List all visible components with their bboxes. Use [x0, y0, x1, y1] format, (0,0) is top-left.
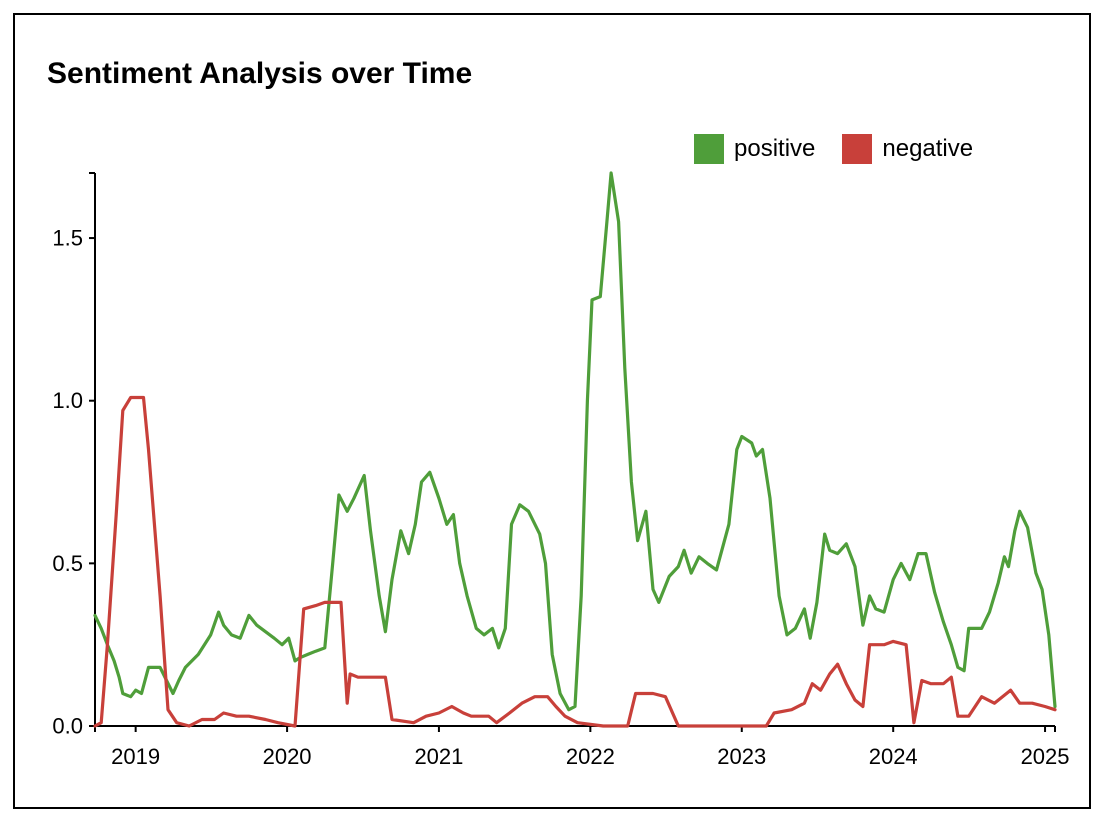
legend-swatch-negative	[842, 134, 873, 164]
x-tick-label: 2025	[1021, 744, 1070, 769]
legend-item-positive: positive	[694, 134, 815, 164]
chart-frame	[13, 13, 1091, 809]
axes: 0.0 0.5 1.0 1.5 2019 2020 2021 2022 2023 2024 2025	[52, 172, 1070, 769]
legend-item-negative: negative	[842, 134, 973, 164]
y-tick-label: 1.5	[52, 226, 83, 251]
x-tick-label: 2023	[717, 744, 766, 769]
y-tick-label: 1.0	[52, 388, 83, 413]
y-tick-label: 0.0	[52, 714, 83, 739]
legend-swatch-positive	[694, 134, 724, 164]
series-layer	[93, 171, 1057, 728]
chart-title: Sentiment Analysis over Time	[47, 57, 473, 90]
x-tick-label: 2019	[111, 744, 160, 769]
legend-label-positive: positive	[734, 135, 816, 162]
legend-label-negative: negative	[882, 135, 974, 162]
x-tick-label: 2022	[566, 744, 615, 769]
series-line-positive	[93, 171, 1057, 712]
legend: positive negative	[694, 133, 1000, 165]
x-tick-label: 2021	[414, 744, 463, 769]
x-tick-label: 2020	[263, 744, 312, 769]
x-tick-label: 2024	[869, 744, 918, 769]
y-tick-label: 0.5	[52, 551, 83, 576]
series-line-negative	[93, 395, 1057, 728]
